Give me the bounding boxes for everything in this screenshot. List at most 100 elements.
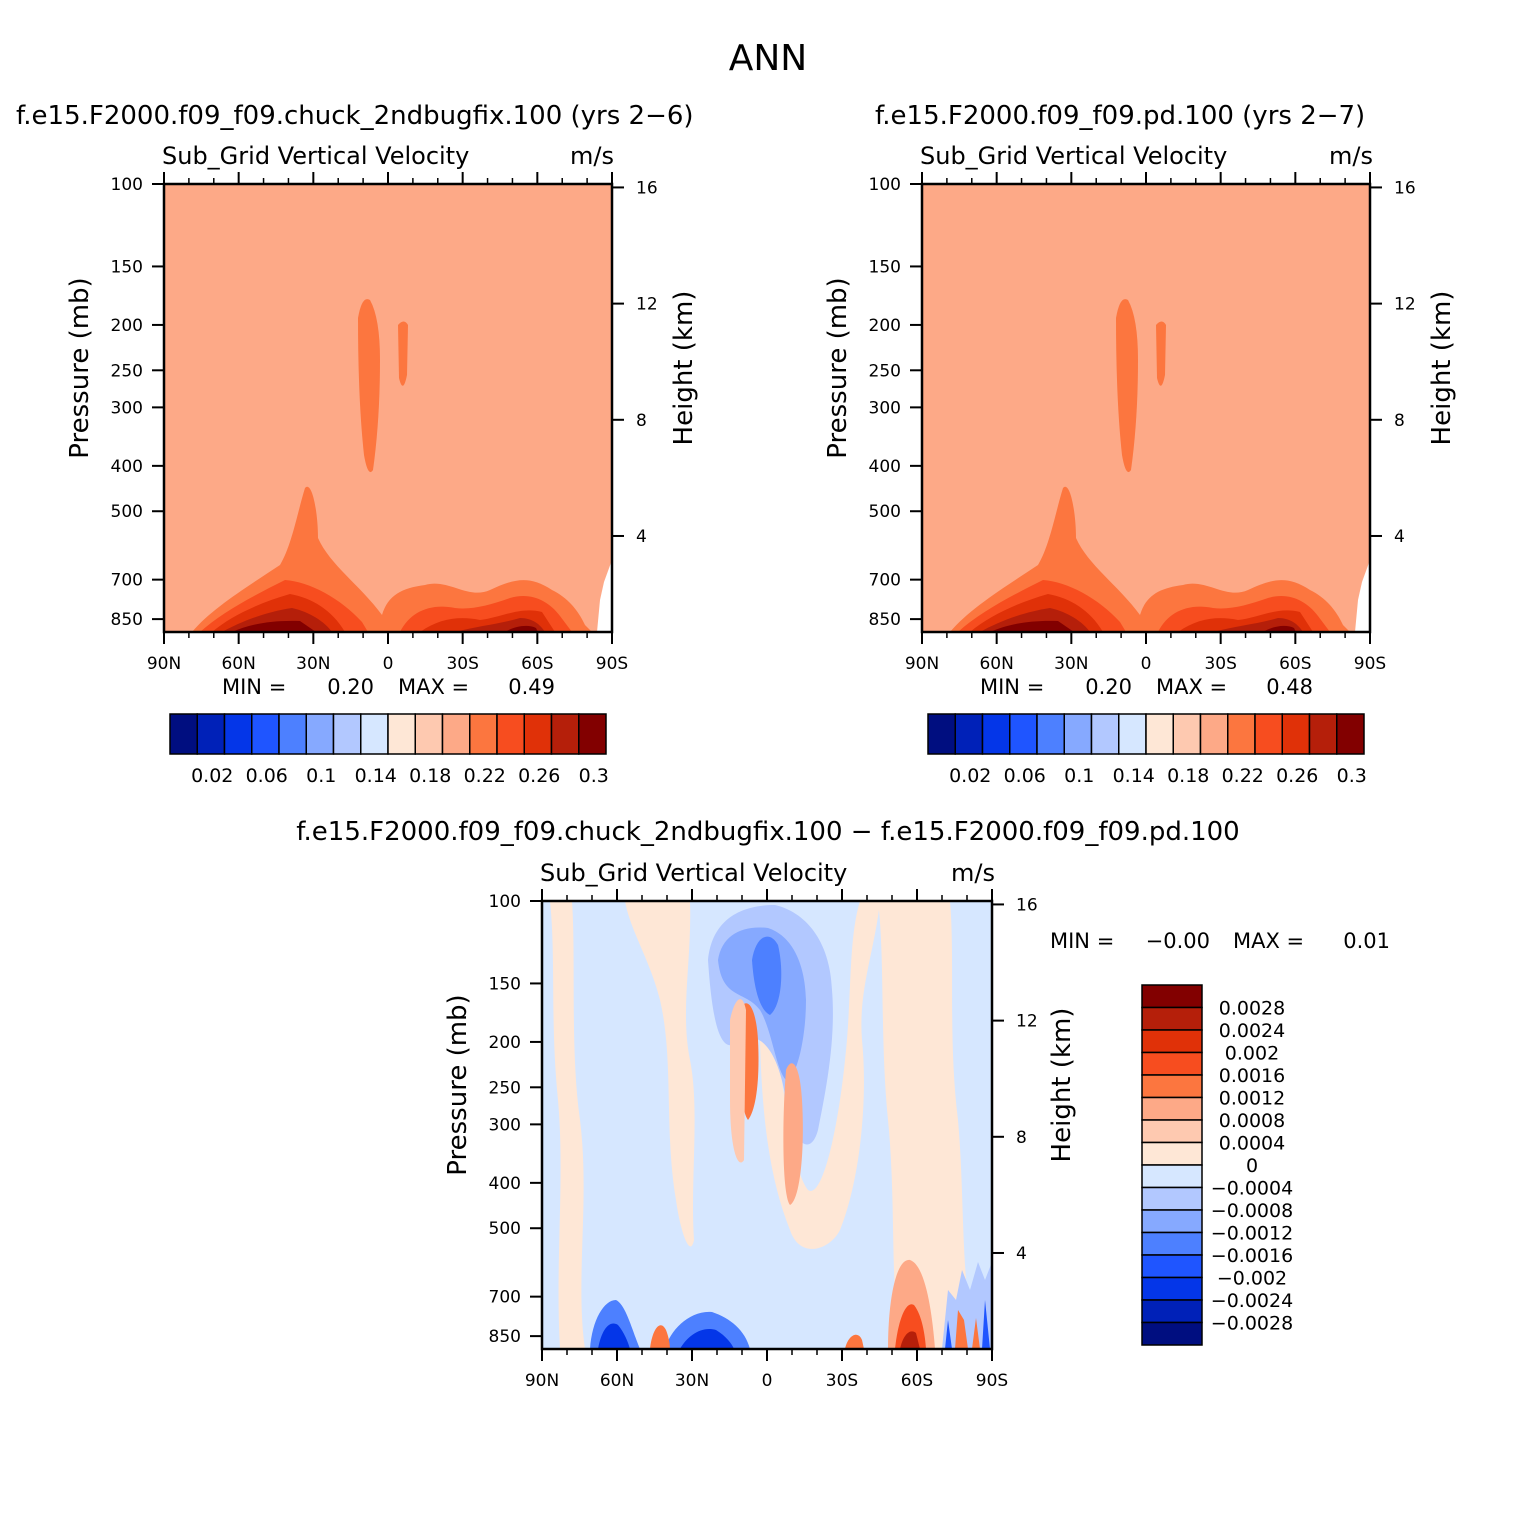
colorbar-label: −0.0028	[1211, 1313, 1293, 1335]
y-tick-label: 150	[869, 257, 901, 277]
x-tick-label: 30N	[675, 1371, 709, 1391]
colorbar-swatch	[954, 713, 984, 755]
max-label: MAX =	[398, 675, 469, 699]
variable-title: Sub_Grid Vertical Velocity	[540, 859, 847, 887]
right-axis-title: Height (km)	[1427, 291, 1457, 446]
colorbar-label: 0.1	[306, 765, 336, 787]
colorbar-swatch	[305, 713, 335, 755]
contour-negative-core	[752, 936, 782, 1015]
height-tick-label: 4	[1394, 527, 1405, 547]
min-value: 0.20	[1085, 675, 1132, 699]
colorbar-swatch	[1172, 713, 1202, 755]
colorbar-label: 0.06	[1004, 765, 1046, 787]
colorbar-swatch	[1063, 713, 1093, 755]
colorbar-swatch	[927, 713, 956, 755]
colorbar-swatch	[1141, 1164, 1203, 1189]
colorbar-swatch	[1141, 1209, 1203, 1234]
colorbar-swatch	[169, 713, 198, 755]
colorbar-swatch	[981, 713, 1011, 755]
colorbar-swatch	[1141, 1141, 1203, 1166]
colorbar-swatch	[1141, 1006, 1203, 1031]
contour-edge-south	[597, 560, 612, 632]
axes: 90N 60N 30N 0 30S 60S 90S 100 150 200 250 300 400 500…	[65, 172, 699, 674]
contour-noise-south	[942, 1262, 992, 1349]
colorbar-swatch	[550, 713, 580, 755]
colorbar-label: 0.18	[1167, 765, 1209, 787]
x-tick-label: 90N	[905, 654, 939, 674]
contour-upper-jet	[1116, 299, 1138, 473]
max-value: 0.49	[508, 675, 555, 699]
contour-field	[922, 184, 1370, 632]
x-tick-label: 90S	[596, 654, 628, 674]
x-tick-label: 60N	[221, 654, 255, 674]
right-axis-title: Height (km)	[1047, 1008, 1077, 1163]
colorbar-swatch	[578, 713, 607, 755]
x-tick-label: 30S	[1204, 654, 1236, 674]
colorbar-swatch	[1199, 713, 1229, 755]
y-axis-title: Pressure (mb)	[443, 994, 473, 1175]
colorbar-label: 0.06	[246, 765, 288, 787]
y-tick-label: 300	[869, 398, 901, 418]
y-tick-label: 100	[869, 175, 901, 195]
x-tick-label: 90S	[976, 1371, 1008, 1391]
contour-upper-jet-small	[1156, 321, 1166, 386]
colorbar-swatch	[1145, 713, 1174, 755]
height-tick-label: 8	[1016, 1128, 1027, 1148]
contour-lower-max	[232, 620, 538, 632]
colorbar-swatch	[1227, 713, 1256, 755]
colorbar-swatch	[223, 713, 253, 755]
y-tick-label: 400	[489, 1174, 521, 1194]
contour-positive-eq-light	[730, 999, 746, 1163]
x-tick-label: 90N	[525, 1371, 559, 1391]
x-tick-label: 60N	[600, 1371, 634, 1391]
contour-positive-band-north	[550, 901, 585, 1349]
colorbar-swatch	[414, 713, 444, 755]
colorbar-swatch	[1308, 713, 1338, 755]
colorbar-label: 0.0016	[1219, 1065, 1285, 1087]
contour-upper-jet	[358, 299, 380, 473]
contour-noise-south-red	[955, 1310, 980, 1349]
units-label: m/s	[570, 142, 614, 170]
min-label: MIN =	[1050, 929, 1114, 953]
colorbar-swatch	[1141, 1299, 1203, 1324]
contour-positive-band-sh	[878, 901, 975, 1349]
y-tick-label: 300	[111, 398, 143, 418]
colorbar-swatch	[387, 713, 416, 755]
colorbar-label: 0.0004	[1219, 1133, 1285, 1155]
y-tick-label: 400	[111, 457, 143, 477]
panel-pd: f.e15.F2000.f09_f09.pd.100 (yrs 2−7) Sub…	[823, 101, 1457, 787]
y-tick-label: 200	[111, 316, 143, 336]
colorbar-label: 0.26	[518, 765, 560, 787]
max-value: 0.01	[1343, 929, 1390, 953]
panel-chuck: f.e15.F2000.f09_f09.chuck_2ndbugfix.100 …	[16, 101, 699, 787]
x-tick-label: 0	[1141, 654, 1152, 674]
units-label: m/s	[1329, 142, 1373, 170]
colorbar-label: 0.18	[409, 765, 451, 787]
y-tick-label: 100	[111, 175, 143, 195]
x-tick-label: 30S	[446, 654, 478, 674]
case-title: f.e15.F2000.f09_f09.pd.100 (yrs 2−7)	[875, 101, 1365, 131]
min-label: MIN =	[222, 675, 286, 699]
y-axis-title: Pressure (mb)	[65, 277, 95, 458]
x-tick-label: 30N	[1054, 654, 1088, 674]
contour-positive-bottom-sh-core	[895, 1304, 926, 1349]
max-value: 0.48	[1266, 675, 1313, 699]
contour-negative-bottom-nh-core	[598, 1323, 734, 1349]
field-background	[164, 184, 612, 632]
y-tick-label: 250	[869, 361, 901, 381]
contour-upper-jet-small	[398, 321, 408, 386]
contour-noise-south-blue	[945, 1300, 990, 1349]
x-tick-label: 60S	[521, 654, 553, 674]
colorbar-label: −0.0024	[1211, 1290, 1293, 1312]
colorbar: 0.00280.00240.0020.00160.00120.00080.000…	[1141, 984, 1293, 1346]
colorbar-swatch	[1141, 1254, 1203, 1279]
y-tick-label: 700	[869, 571, 901, 591]
colorbar: 0.02 0.06 0.1 0.14 0.18 0.22 0.26 0.3	[927, 713, 1367, 787]
x-tick-label: 0	[383, 654, 394, 674]
y-tick-label: 400	[869, 457, 901, 477]
page-title: ANN	[729, 38, 808, 79]
colorbar-label: 0.22	[464, 765, 506, 787]
axes: 90N 60N 30N 0 30S 60S 90S 100 150 200 250 300 400 500…	[443, 889, 1077, 1391]
y-tick-label: 850	[111, 610, 143, 630]
